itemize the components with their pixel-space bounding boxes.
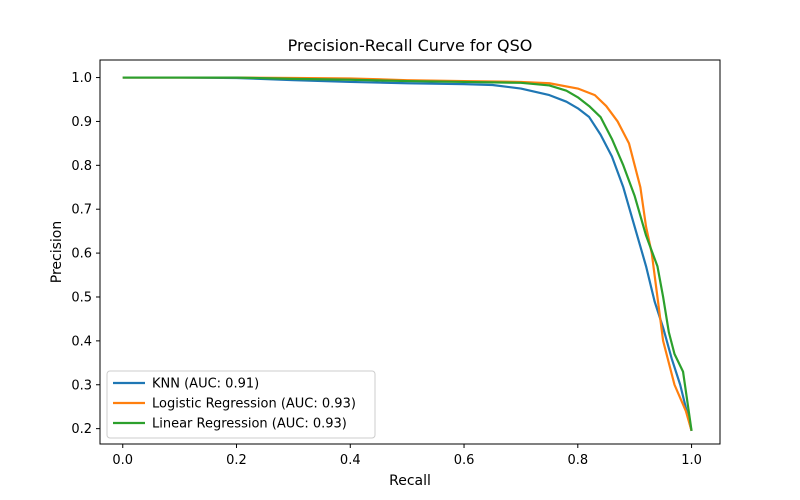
legend-label-2: Logistic Regression (AUC: 0.93) — [152, 397, 356, 412]
legend-label-1: KNN (AUC: 0.91) — [152, 377, 259, 392]
y-tick-label: 0.4 — [71, 334, 92, 349]
y-tick-label: 1.0 — [71, 71, 92, 86]
legend: KNN (AUC: 0.91) Logistic Regression (AUC:… — [106, 370, 376, 439]
legend-label-3: Linear Regression (AUC: 0.93) — [152, 417, 347, 432]
y-tick-label: 0.2 — [71, 422, 92, 437]
x-tick-label: 0.6 — [454, 453, 475, 468]
series-line-2 — [122, 76, 693, 432]
x-axis-ticks: 0.0 0.2 0.4 0.6 0.8 1.0 — [112, 444, 702, 468]
y-tick-label: 0.3 — [71, 378, 92, 393]
x-tick-label: 0.8 — [567, 453, 588, 468]
y-axis-ticks: 0.2 0.3 0.4 0.5 0.6 0.7 0.8 0.9 1.0 — [71, 71, 100, 437]
y-axis-label: Precision — [49, 221, 65, 283]
x-tick-label: 0.4 — [340, 453, 361, 468]
chart-title: Precision-Recall Curve for QSO — [288, 36, 533, 55]
x-tick-label: 1.0 — [681, 453, 702, 468]
series-line-1 — [122, 76, 693, 432]
x-axis-label: Recall — [389, 473, 431, 489]
y-tick-label: 0.5 — [71, 290, 92, 305]
plot-frame — [99, 59, 721, 445]
legend-box — [106, 370, 376, 439]
y-tick-label: 0.8 — [71, 159, 92, 174]
x-tick-label: 0.0 — [112, 453, 133, 468]
y-tick-label: 0.7 — [71, 203, 92, 218]
series-line-3 — [122, 76, 693, 431]
plot-series — [122, 76, 693, 432]
x-tick-label: 0.2 — [226, 453, 247, 468]
y-tick-label: 0.9 — [71, 115, 92, 130]
y-tick-label: 0.6 — [71, 247, 92, 262]
